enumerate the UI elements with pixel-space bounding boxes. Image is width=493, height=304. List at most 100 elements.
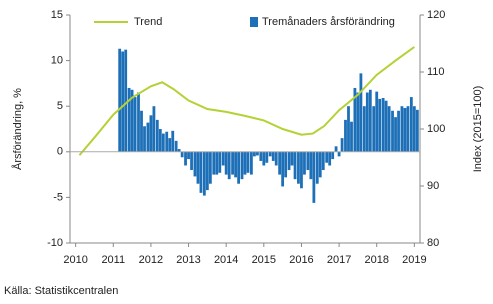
bar [278, 151, 282, 175]
y-tick-label: 0 [57, 146, 63, 158]
y2-tick-label: 90 [427, 180, 439, 192]
trend-line [78, 46, 415, 156]
bar [193, 151, 197, 177]
bar [375, 91, 379, 152]
bar [149, 115, 153, 152]
bar [306, 151, 310, 171]
legend-label: Tremånaders årsförändring [262, 16, 395, 28]
bar [362, 106, 366, 152]
bar [287, 151, 291, 171]
x-tick-label: 2013 [176, 254, 200, 266]
bar [177, 149, 181, 152]
bar [199, 151, 203, 193]
bar [318, 151, 322, 178]
bar [409, 97, 413, 152]
bar [243, 151, 247, 175]
bar [205, 151, 209, 191]
bar [124, 49, 128, 152]
bar [212, 151, 216, 175]
bar [155, 119, 159, 152]
x-tick-label: 2018 [364, 254, 388, 266]
y-tick-label: -5 [53, 191, 63, 203]
bar [246, 151, 250, 173]
legend-label: Trend [134, 16, 162, 28]
bar [268, 151, 272, 157]
x-tick-label: 2015 [252, 254, 276, 266]
bar [249, 151, 253, 175]
bar [290, 151, 294, 166]
bar [415, 109, 419, 152]
bar [240, 151, 244, 180]
bar [325, 151, 329, 163]
y2-tick-label: 120 [427, 9, 445, 21]
bar [334, 146, 338, 152]
bar [387, 106, 391, 152]
bar [143, 126, 146, 152]
bar [158, 129, 162, 152]
bar [391, 110, 394, 152]
bar [406, 106, 410, 152]
bar [237, 151, 241, 184]
source: Källa: Statistikcentralen [4, 285, 118, 297]
x-tick-label: 2016 [289, 254, 313, 266]
bar [265, 151, 269, 163]
bar [168, 138, 172, 152]
bar [350, 121, 353, 152]
bar [328, 151, 332, 166]
bar [221, 151, 225, 166]
bar [381, 97, 385, 152]
bar [187, 151, 190, 160]
bar [253, 151, 256, 157]
bar [378, 98, 382, 152]
bar [165, 131, 169, 152]
bar [196, 151, 200, 184]
y-tick-label: -10 [47, 237, 63, 249]
y2-tick-label: 80 [427, 237, 439, 249]
bar [315, 151, 319, 184]
bar [347, 106, 350, 152]
bar [140, 110, 143, 152]
bar [184, 151, 187, 166]
bar [234, 151, 237, 178]
bar [174, 140, 178, 152]
bar [356, 92, 360, 152]
x-tick-label: 2017 [327, 254, 351, 266]
y2-axis-label: Index (2015=100) [472, 86, 484, 173]
bar [353, 87, 357, 152]
y2-tick-label: 110 [427, 66, 445, 78]
bar [412, 106, 416, 152]
bar [180, 151, 184, 158]
x-tick-label: 2012 [139, 254, 163, 266]
bar [121, 51, 125, 152]
bar [300, 151, 303, 189]
y-tick-label: 15 [51, 9, 63, 21]
bar [133, 97, 137, 152]
bar [218, 151, 222, 173]
bar [127, 87, 131, 152]
bar [161, 133, 165, 152]
x-tick-label: 2010 [63, 254, 87, 266]
bar [231, 151, 234, 175]
bar [397, 110, 400, 152]
bar [284, 151, 288, 178]
bar [365, 92, 369, 152]
bar [331, 151, 335, 160]
y-tick-label: 5 [57, 100, 63, 112]
bar [137, 92, 140, 152]
bar [394, 117, 397, 152]
x-tick-label: 2014 [214, 254, 238, 266]
bar [208, 151, 212, 184]
bar [340, 138, 344, 152]
x-tick-label: 2011 [101, 254, 125, 266]
bar [215, 151, 219, 175]
bar [297, 151, 300, 184]
bar [118, 48, 122, 152]
legend-swatch [250, 17, 258, 27]
y2-tick-label: 100 [427, 123, 445, 135]
bar [224, 151, 228, 175]
bar [259, 151, 263, 161]
bar [202, 151, 206, 196]
bar [344, 119, 347, 152]
bar [372, 106, 376, 152]
